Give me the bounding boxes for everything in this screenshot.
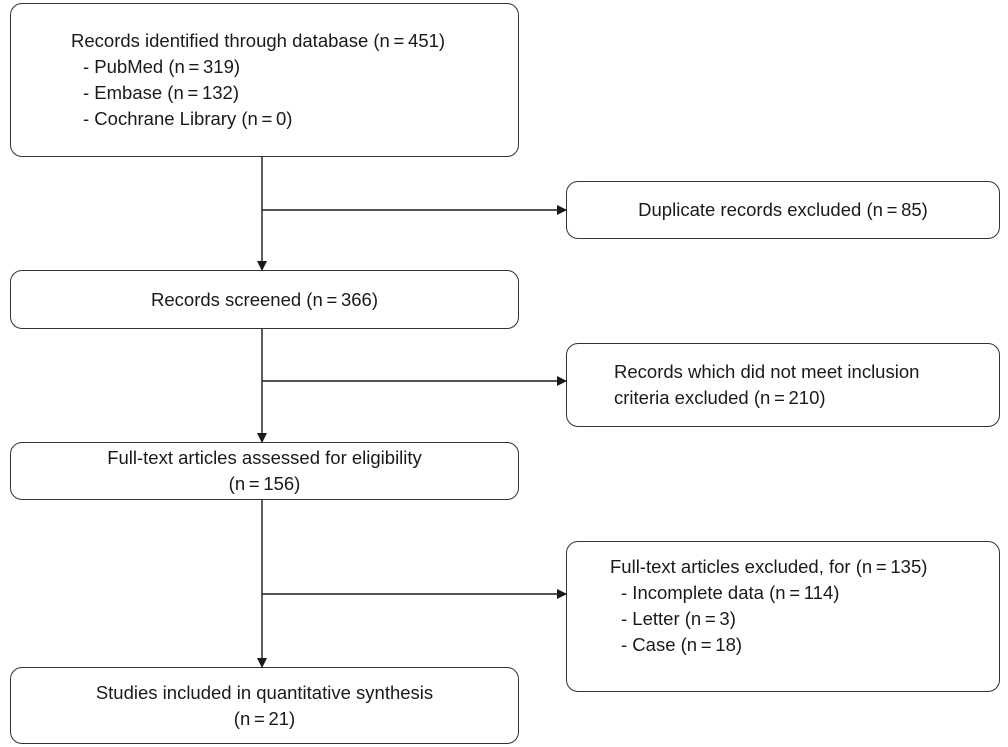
reason-incomplete-data: - Incomplete data (n = 114) <box>621 582 840 603</box>
screened-box: Records screened (n = 366) <box>10 270 519 329</box>
not-meeting-criteria-line1: Records which did not meet inclusion <box>614 361 920 382</box>
included-line2: (n = 21) <box>233 707 296 729</box>
source-embase: - Embase (n = 132) <box>83 82 239 103</box>
identification-box: Records identified through database (n =… <box>10 3 519 157</box>
eligibility-line1: Full-text articles assessed for eligibil… <box>107 447 422 468</box>
duplicates-text: Duplicate records excluded (n = 85) <box>638 199 928 220</box>
fulltext-excluded-title: Full-text articles excluded, for (n = 13… <box>610 556 928 577</box>
identification-title: Records identified through database (n =… <box>71 30 446 51</box>
source-pubmed: - PubMed (n = 319) <box>83 56 241 77</box>
reason-case: - Case (n = 18) <box>621 634 743 655</box>
eligibility-box: Full-text articles assessed for eligibil… <box>10 442 519 500</box>
duplicates-box: Duplicate records excluded (n = 85) <box>566 181 1000 239</box>
not-meeting-criteria-line2: criteria excluded (n = 210) <box>614 387 826 408</box>
source-cochrane: - Cochrane Library (n = 0) <box>83 108 293 129</box>
fulltext-excluded-box: Full-text articles excluded, for (n = 13… <box>566 541 1000 692</box>
screened-text: Records screened (n = 366) <box>151 288 378 310</box>
included-box: Studies included in quantitative synthes… <box>10 667 519 744</box>
not-meeting-criteria-box: Records which did not meet inclusion cri… <box>566 343 1000 427</box>
eligibility-line2: (n = 156) <box>228 473 301 494</box>
included-line1: Studies included in quantitative synthes… <box>95 681 434 703</box>
reason-letter: - Letter (n = 3) <box>621 608 736 629</box>
